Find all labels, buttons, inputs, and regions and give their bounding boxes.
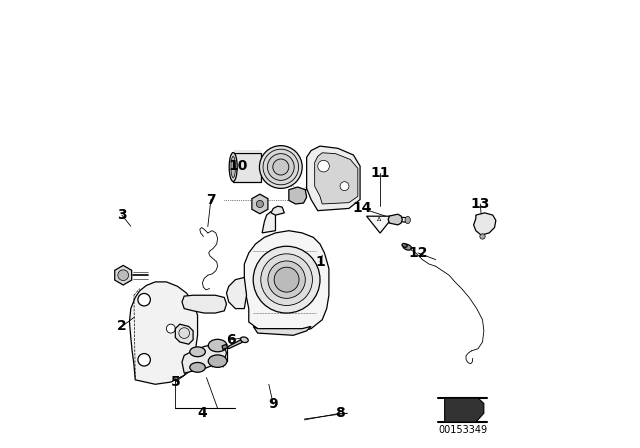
Circle shape bbox=[253, 246, 320, 313]
Polygon shape bbox=[115, 265, 132, 285]
Ellipse shape bbox=[403, 244, 412, 250]
Polygon shape bbox=[307, 146, 360, 211]
Ellipse shape bbox=[208, 355, 227, 367]
Circle shape bbox=[268, 261, 305, 298]
Text: 3: 3 bbox=[117, 208, 127, 222]
Circle shape bbox=[260, 254, 312, 306]
Circle shape bbox=[257, 200, 264, 207]
Polygon shape bbox=[244, 231, 329, 333]
Polygon shape bbox=[227, 277, 246, 309]
Circle shape bbox=[268, 154, 294, 181]
Polygon shape bbox=[271, 206, 284, 215]
Circle shape bbox=[273, 159, 289, 175]
Ellipse shape bbox=[229, 152, 237, 181]
Circle shape bbox=[318, 160, 330, 172]
Circle shape bbox=[274, 267, 299, 292]
Text: 1: 1 bbox=[315, 255, 325, 269]
Ellipse shape bbox=[405, 216, 410, 224]
Text: 9: 9 bbox=[268, 397, 278, 411]
Circle shape bbox=[480, 234, 485, 239]
Polygon shape bbox=[182, 344, 227, 373]
Circle shape bbox=[263, 149, 299, 185]
Circle shape bbox=[166, 324, 175, 333]
Polygon shape bbox=[222, 344, 227, 349]
Polygon shape bbox=[129, 282, 198, 384]
Text: 13: 13 bbox=[470, 197, 490, 211]
Polygon shape bbox=[315, 153, 358, 204]
Polygon shape bbox=[233, 153, 261, 182]
Circle shape bbox=[340, 182, 349, 190]
Polygon shape bbox=[182, 295, 227, 313]
Text: 12: 12 bbox=[408, 246, 428, 260]
Ellipse shape bbox=[241, 337, 248, 343]
Text: 4: 4 bbox=[197, 406, 207, 420]
Polygon shape bbox=[367, 216, 394, 233]
Text: 5: 5 bbox=[170, 375, 180, 389]
Circle shape bbox=[118, 270, 129, 280]
Text: 11: 11 bbox=[371, 166, 390, 180]
Polygon shape bbox=[175, 324, 193, 344]
Polygon shape bbox=[253, 327, 311, 335]
Circle shape bbox=[259, 146, 302, 188]
Text: 6: 6 bbox=[226, 333, 236, 347]
Ellipse shape bbox=[231, 156, 236, 178]
Polygon shape bbox=[262, 211, 275, 233]
Text: 10: 10 bbox=[228, 159, 247, 173]
Circle shape bbox=[179, 328, 189, 338]
Text: Δ: Δ bbox=[377, 217, 381, 222]
Text: 2: 2 bbox=[117, 319, 127, 333]
Text: 00153349: 00153349 bbox=[438, 425, 487, 435]
Circle shape bbox=[138, 293, 150, 306]
Polygon shape bbox=[388, 214, 403, 225]
Text: 8: 8 bbox=[335, 406, 345, 420]
Ellipse shape bbox=[208, 339, 227, 352]
Circle shape bbox=[138, 353, 150, 366]
Polygon shape bbox=[252, 194, 268, 214]
Text: 7: 7 bbox=[206, 193, 216, 207]
Ellipse shape bbox=[190, 347, 205, 357]
Ellipse shape bbox=[402, 243, 407, 247]
Polygon shape bbox=[227, 340, 242, 349]
Polygon shape bbox=[289, 187, 307, 204]
Polygon shape bbox=[474, 213, 496, 235]
Ellipse shape bbox=[190, 362, 205, 372]
Polygon shape bbox=[445, 398, 484, 422]
Text: 14: 14 bbox=[353, 202, 372, 215]
